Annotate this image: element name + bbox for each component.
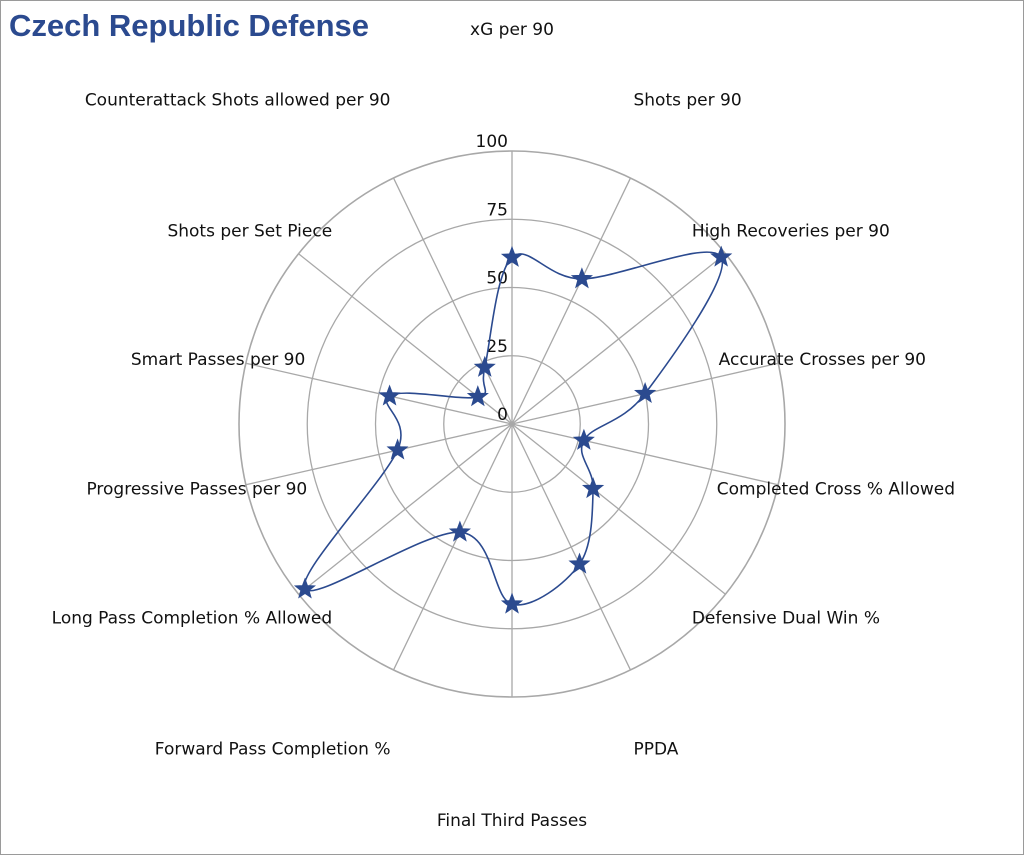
axis-label: Counterattack Shots allowed per 90 [85,91,391,111]
data-point-star [473,355,496,377]
axis-label: xG per 90 [470,20,554,40]
ring-tick-label: 0 [497,405,508,425]
axis-label: High Recoveries per 90 [692,222,890,242]
grid-spoke [511,253,726,425]
grid-spoke [245,423,513,486]
ring-tick-label: 75 [486,200,508,220]
data-point-star [634,381,657,404]
grid-spoke [511,423,726,595]
data-point-star [448,520,471,542]
data-point-star [500,245,524,267]
ring-tick-label: 50 [486,269,508,289]
grid-spoke [298,423,513,595]
axis-label: PPDA [633,739,678,759]
data-point-star [378,384,401,406]
data-point-star [582,477,605,499]
axis-label: Smart Passes per 90 [131,350,305,370]
ring-tick-label: 25 [486,337,508,357]
data-point-star [572,428,595,450]
grid-spoke [245,362,513,425]
data-point-star [570,267,593,289]
axis-label: Forward Pass Completion % [155,739,391,759]
axis-label: Progressive Passes per 90 [86,480,307,500]
data-point-star [710,245,733,267]
grid-spoke [511,423,779,486]
grid-spoke [511,177,632,425]
data-point-star [293,577,316,599]
chart-title: Czech Republic Defense [9,8,370,43]
axis-label: Accurate Crosses per 90 [719,350,926,370]
data-point-star [386,438,409,460]
axis-label: Completed Cross % Allowed [717,480,955,500]
data-point-star [500,592,524,614]
series-line [303,251,724,606]
data-point-star [466,385,489,407]
axis-label: Defensive Dual Win % [692,608,880,628]
ring-tick-label: 100 [476,132,508,152]
axis-label: Shots per Set Piece [167,222,332,242]
axis-label: Shots per 90 [633,91,741,111]
grid-spoke [511,423,632,671]
grid-spoke [392,423,513,671]
axis-label: Long Pass Completion % Allowed [52,608,333,628]
axis-label: Final Third Passes [437,811,587,831]
grid-spoke [392,177,513,425]
data-point-star [568,552,591,574]
